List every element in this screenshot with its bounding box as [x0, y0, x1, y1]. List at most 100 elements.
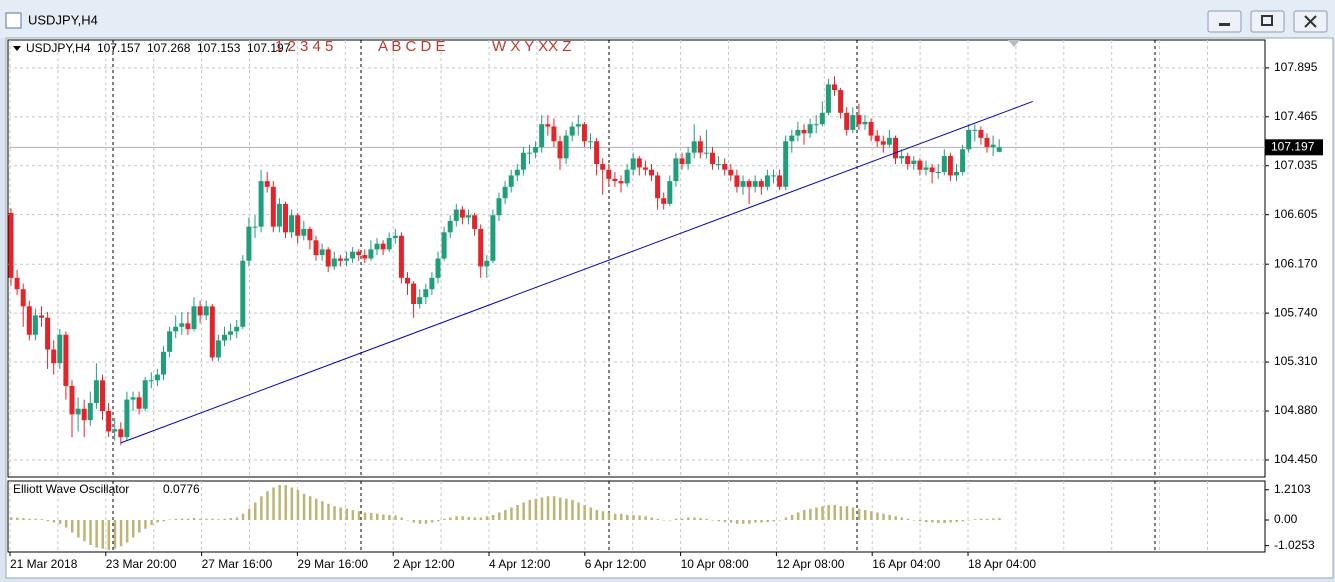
- candle-body: [435, 258, 441, 278]
- candle-body: [856, 115, 862, 125]
- oscillator-bar: [973, 519, 977, 520]
- candle-body: [319, 249, 325, 256]
- oscillator-bar: [778, 520, 782, 521]
- candle-body: [154, 374, 160, 381]
- candle-body: [618, 181, 624, 184]
- candle-body: [222, 334, 227, 341]
- candle-body: [124, 399, 130, 438]
- candle-body: [185, 323, 191, 330]
- candle-body: [63, 334, 69, 386]
- oscillator-bar: [296, 490, 300, 520]
- oscillator-bar: [790, 515, 794, 520]
- candle-body: [301, 228, 307, 236]
- current-price-label: 107.197: [1271, 139, 1315, 153]
- oscillator-bar: [748, 520, 751, 524]
- oscillator-bar: [308, 496, 312, 520]
- shift-marker: [1008, 40, 1020, 47]
- candle-body: [39, 315, 44, 318]
- candle-body: [51, 349, 57, 364]
- restore-button[interactable]: [1250, 10, 1285, 33]
- oscillator-bar: [125, 520, 129, 543]
- candle-body: [142, 380, 148, 409]
- minimize-button[interactable]: [1207, 10, 1242, 33]
- candle-body: [374, 243, 380, 250]
- candle-body: [777, 175, 783, 187]
- oscillator-bar: [180, 518, 184, 520]
- candle-body: [630, 158, 636, 170]
- candle-body: [905, 156, 911, 165]
- candle-body: [813, 124, 819, 126]
- candle-body: [270, 186, 276, 227]
- oscillator-bar: [211, 518, 214, 520]
- oscillator-bar: [986, 518, 989, 520]
- candle-body: [716, 164, 722, 166]
- candle-body: [893, 137, 898, 159]
- candle-body: [307, 228, 313, 241]
- oscillator-bar: [156, 520, 159, 523]
- y-tick-label: 106.605: [1274, 207, 1318, 221]
- oscillator-bar: [217, 519, 220, 520]
- oscillator-bar: [357, 511, 361, 520]
- oscillator-bar: [595, 510, 599, 520]
- oscillator-bar: [22, 518, 25, 520]
- candle-body: [722, 164, 728, 170]
- oscillator-bar: [162, 520, 165, 522]
- oscillator-bar: [851, 507, 855, 520]
- oscillator-panel: [7, 480, 1266, 553]
- candle-body: [161, 351, 166, 375]
- oscillator-bar: [626, 515, 629, 520]
- oscillator-bar: [278, 485, 281, 520]
- oscillator-bar: [912, 520, 916, 521]
- oscillator-bar: [766, 520, 769, 522]
- oscillator-bar: [241, 513, 245, 520]
- candle-body: [276, 203, 282, 227]
- candle-body: [838, 90, 844, 113]
- oscillator-bar: [339, 507, 342, 520]
- candle-body: [771, 175, 776, 177]
- oscillator-bar: [674, 518, 678, 520]
- oscillator-bar: [52, 520, 56, 523]
- candle-body: [228, 331, 234, 335]
- minimize-icon: [1219, 23, 1230, 26]
- candle-body: [612, 178, 618, 182]
- oscillator-bar: [961, 520, 965, 522]
- oscillator-bar: [979, 518, 983, 520]
- candle-body: [807, 124, 813, 134]
- oscillator-bar: [28, 518, 31, 520]
- candle-body: [673, 158, 679, 182]
- oscillator-bar: [150, 520, 153, 525]
- x-tick-label: 4 Apr 12:00: [489, 557, 551, 571]
- candle-body: [380, 243, 386, 250]
- x-tick-label: 18 Apr 04:00: [968, 557, 1036, 571]
- candle-body: [557, 141, 563, 159]
- candle-body: [886, 137, 892, 145]
- candle-body: [960, 149, 966, 173]
- candle-body: [752, 181, 758, 187]
- wave-label: 1 2 3 4 5: [275, 38, 333, 55]
- candle-body: [996, 147, 1002, 152]
- candle-body: [203, 306, 209, 316]
- y-tick-label: 1.2103: [1274, 482, 1311, 496]
- candle-body: [478, 228, 484, 267]
- x-tick-label: 10 Apr 08:00: [681, 557, 749, 571]
- candle-body: [173, 326, 179, 332]
- oscillator-bar: [638, 515, 641, 520]
- candle-body: [783, 141, 789, 187]
- candle-body: [191, 306, 197, 330]
- candle-body: [911, 160, 917, 165]
- x-tick-label: 23 Mar 20:00: [106, 557, 177, 571]
- oscillator-bar: [827, 505, 830, 520]
- close-icon: [1304, 15, 1317, 28]
- oscillator-bar: [418, 520, 422, 524]
- header-arrow: [13, 46, 21, 51]
- candle-body: [112, 429, 118, 432]
- candle-body: [240, 260, 246, 327]
- oscillator-bar: [693, 517, 696, 520]
- oscillator-bar: [333, 506, 336, 520]
- oscillator-bar: [132, 520, 135, 538]
- candle-body: [32, 315, 38, 335]
- oscillator-bar: [174, 518, 178, 520]
- candle-body: [386, 238, 392, 250]
- candle-body: [880, 141, 886, 145]
- oscillator-bar: [449, 517, 452, 520]
